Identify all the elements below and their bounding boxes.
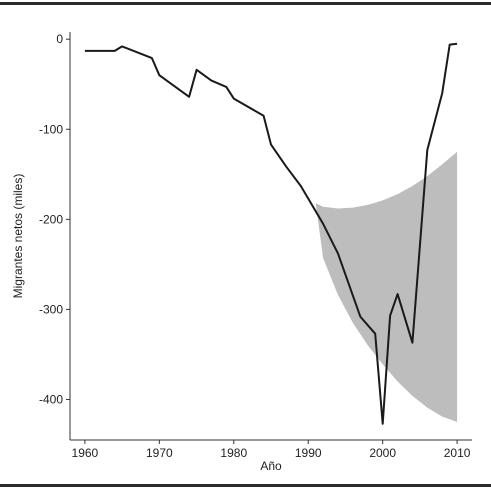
y-tick-label: -300 — [39, 302, 63, 316]
top-border — [0, 2, 491, 5]
x-tick-label: 1980 — [220, 446, 247, 460]
axes-layer — [69, 32, 472, 441]
x-tick-label: 2010 — [444, 446, 471, 460]
x-tick-label: 2000 — [369, 446, 396, 460]
series-line-layer — [84, 42, 458, 425]
x-axis-title: Año — [260, 459, 282, 473]
y-tick-label: -100 — [39, 122, 63, 136]
ticks-layer: 1960 1970 1980 1990 2000 2010 0 -100 -200 -300 -40… — [39, 32, 471, 460]
series-line-0 — [84, 42, 458, 425]
y-axis-title: Migrantes netos (miles) — [11, 174, 25, 299]
x-tick-label: 1970 — [146, 446, 173, 460]
y-tick-label: -400 — [39, 392, 63, 406]
bottom-border — [0, 484, 491, 487]
x-tick-label: 1960 — [72, 446, 99, 460]
y-tick-label: -200 — [39, 212, 63, 226]
y-tick-label: 0 — [56, 32, 63, 46]
x-tick-label: 1990 — [295, 446, 322, 460]
